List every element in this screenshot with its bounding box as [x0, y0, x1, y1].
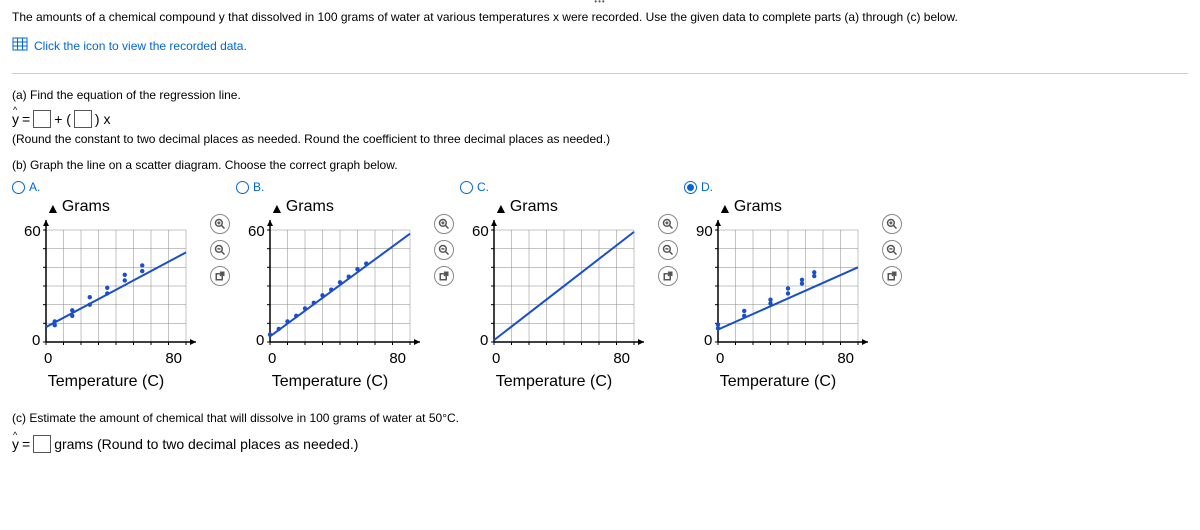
y-axis-label: ▲Grams: [270, 198, 424, 216]
x-axis-label: Temperature (C): [460, 373, 648, 391]
x-ticks: 080: [236, 350, 424, 367]
chart-D: 90 0: [684, 218, 872, 346]
part-a-prompt: (a) Find the equation of the regression …: [12, 88, 1188, 102]
zoom-out-icon[interactable]: [434, 240, 454, 260]
x-axis-label: Temperature (C): [236, 373, 424, 391]
coefficient-input[interactable]: [74, 110, 92, 128]
y-axis-label: ▲Grams: [46, 198, 200, 216]
zoom-in-icon[interactable]: [658, 214, 678, 234]
part-a: (a) Find the equation of the regression …: [12, 88, 1188, 146]
x-ticks: 080: [460, 350, 648, 367]
choice-label: B.: [253, 180, 264, 194]
svg-text:0: 0: [480, 332, 488, 346]
choice-A: A. ▲Grams 60 0 080 Temperature (C): [12, 180, 200, 391]
x-axis-label: Temperature (C): [12, 373, 200, 391]
problem-intro: The amounts of a chemical compound y tha…: [12, 8, 1188, 26]
svg-text:60: 60: [472, 223, 489, 240]
zoom-in-icon[interactable]: [882, 214, 902, 234]
svg-text:0: 0: [704, 332, 712, 346]
choice-B: B. ▲Grams 60 0 080 Temperature (C): [236, 180, 424, 391]
table-icon: [12, 36, 28, 55]
zoom-out-icon[interactable]: [658, 240, 678, 260]
zoom-in-icon[interactable]: [210, 214, 230, 234]
popout-icon[interactable]: [882, 266, 902, 286]
svg-text:0: 0: [256, 332, 264, 346]
part-c-unit: grams (Round to two decimal places as ne…: [54, 436, 358, 452]
section-divider: [12, 73, 1188, 74]
choice-label: D.: [701, 180, 713, 194]
x-ticks: 080: [684, 350, 872, 367]
regression-equation: ^y = + ( ) x: [12, 110, 1188, 128]
popout-icon[interactable]: [210, 266, 230, 286]
y-axis-label: ▲Grams: [718, 198, 872, 216]
choice-label: A.: [29, 180, 40, 194]
constant-input[interactable]: [33, 110, 51, 128]
x-ticks: 080: [12, 350, 200, 367]
zoom-out-icon[interactable]: [210, 240, 230, 260]
chart-A: 60 0: [12, 218, 200, 346]
popout-icon[interactable]: [434, 266, 454, 286]
view-data-link[interactable]: Click the icon to view the recorded data…: [12, 36, 1188, 55]
radio-A[interactable]: [12, 181, 25, 194]
svg-text:60: 60: [24, 223, 41, 240]
choice-label: C.: [477, 180, 489, 194]
part-b-prompt: (b) Graph the line on a scatter diagram.…: [12, 158, 1188, 172]
part-a-note: (Round the constant to two decimal place…: [12, 132, 1188, 146]
zoom-in-icon[interactable]: [434, 214, 454, 234]
chart-B: 60 0: [236, 218, 424, 346]
estimate-input[interactable]: [33, 435, 51, 453]
radio-C[interactable]: [460, 181, 473, 194]
radio-D[interactable]: [684, 181, 697, 194]
svg-text:90: 90: [696, 223, 713, 240]
estimate-equation: ^y = grams (Round to two decimal places …: [12, 435, 1188, 453]
part-c-prompt: (c) Estimate the amount of chemical that…: [12, 411, 1188, 425]
zoom-out-icon[interactable]: [882, 240, 902, 260]
radio-B[interactable]: [236, 181, 249, 194]
y-axis-label: ▲Grams: [494, 198, 648, 216]
choice-D: D. ▲Grams 90 0 080 Temperature (C): [684, 180, 872, 391]
svg-text:60: 60: [248, 223, 265, 240]
view-data-text: Click the icon to view the recorded data…: [34, 39, 247, 53]
x-axis-label: Temperature (C): [684, 373, 872, 391]
choice-C: C. ▲Grams 60 0 080 Temperature (C): [460, 180, 648, 391]
chart-C: 60 0: [460, 218, 648, 346]
svg-text:0: 0: [32, 332, 40, 346]
part-c: (c) Estimate the amount of chemical that…: [12, 411, 1188, 453]
popout-icon[interactable]: [658, 266, 678, 286]
